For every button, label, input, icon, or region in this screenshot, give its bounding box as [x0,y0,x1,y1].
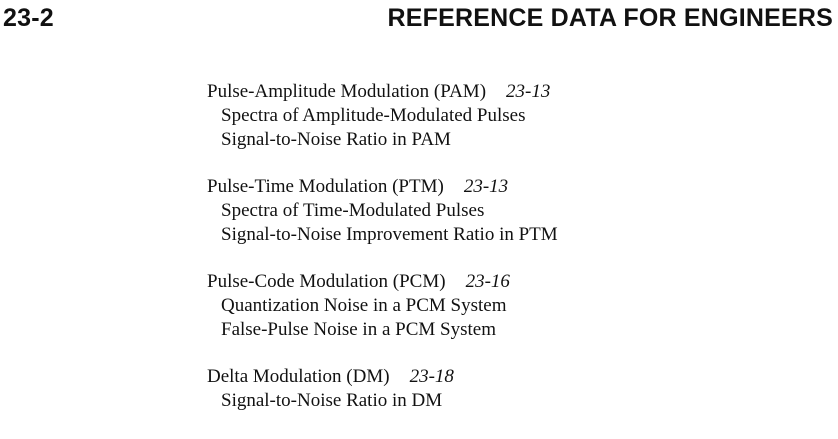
subsection-item: Signal-to-Noise Ratio in DM [221,390,443,411]
section-title: Pulse-Amplitude Modulation (PAM) [207,81,487,102]
toc-section-heading: Pulse-Code Modulation (PCM) 23-16 [207,270,807,294]
toc-section-dm: Delta Modulation (DM) 23-18 Signal-to-Noi… [207,365,807,413]
section-page-ref: 23-13 [506,81,551,102]
subsection-list: Spectra of Amplitude-Modulated Pulses Si… [207,104,807,152]
section-page-ref: 23-13 [463,176,509,197]
subsection-list: Quantization Noise in a PCM System False… [207,294,807,342]
toc-section-heading: Delta Modulation (DM) 23-18 [207,365,807,389]
table-of-contents: Pulse-Amplitude Modulation (PAM) 23-13 Sp… [207,80,807,436]
subsection-item: False-Pulse Noise in a PCM System [221,319,496,340]
subsection-list: Signal-to-Noise Ratio in DM [207,389,807,413]
subsection-item: Spectra of Time-Modulated Pulses [221,200,485,221]
page-number: 23-2 [3,4,54,32]
book-title: REFERENCE DATA FOR ENGINEERS [387,4,833,32]
subsection-item: Signal-to-Noise Ratio in PAM [221,129,451,150]
toc-section-heading: Pulse-Amplitude Modulation (PAM) 23-13 [207,80,807,104]
page-header: 23-2 REFERENCE DATA FOR ENGINEERS [3,4,833,38]
subsection-item: Quantization Noise in a PCM System [221,295,507,316]
toc-section-heading: Pulse-Time Modulation (PTM) 23-13 [207,175,807,199]
section-title: Pulse-Time Modulation (PTM) [207,176,444,197]
toc-section-pam: Pulse-Amplitude Modulation (PAM) 23-13 Sp… [207,80,807,152]
toc-section-ptm: Pulse-Time Modulation (PTM) 23-13 Spectra… [207,175,807,247]
section-title: Delta Modulation (DM) [207,366,390,387]
subsection-item: Spectra of Amplitude-Modulated Pulses [221,105,526,126]
subsection-item: Signal-to-Noise Improvement Ratio in PTM [221,224,558,245]
section-title: Pulse-Code Modulation (PCM) [207,271,446,292]
subsection-list: Spectra of Time-Modulated Pulses Signal-… [207,199,807,247]
section-page-ref: 23-16 [465,271,510,292]
toc-section-pcm: Pulse-Code Modulation (PCM) 23-16 Quantiz… [207,270,807,342]
section-page-ref: 23-18 [409,366,454,387]
